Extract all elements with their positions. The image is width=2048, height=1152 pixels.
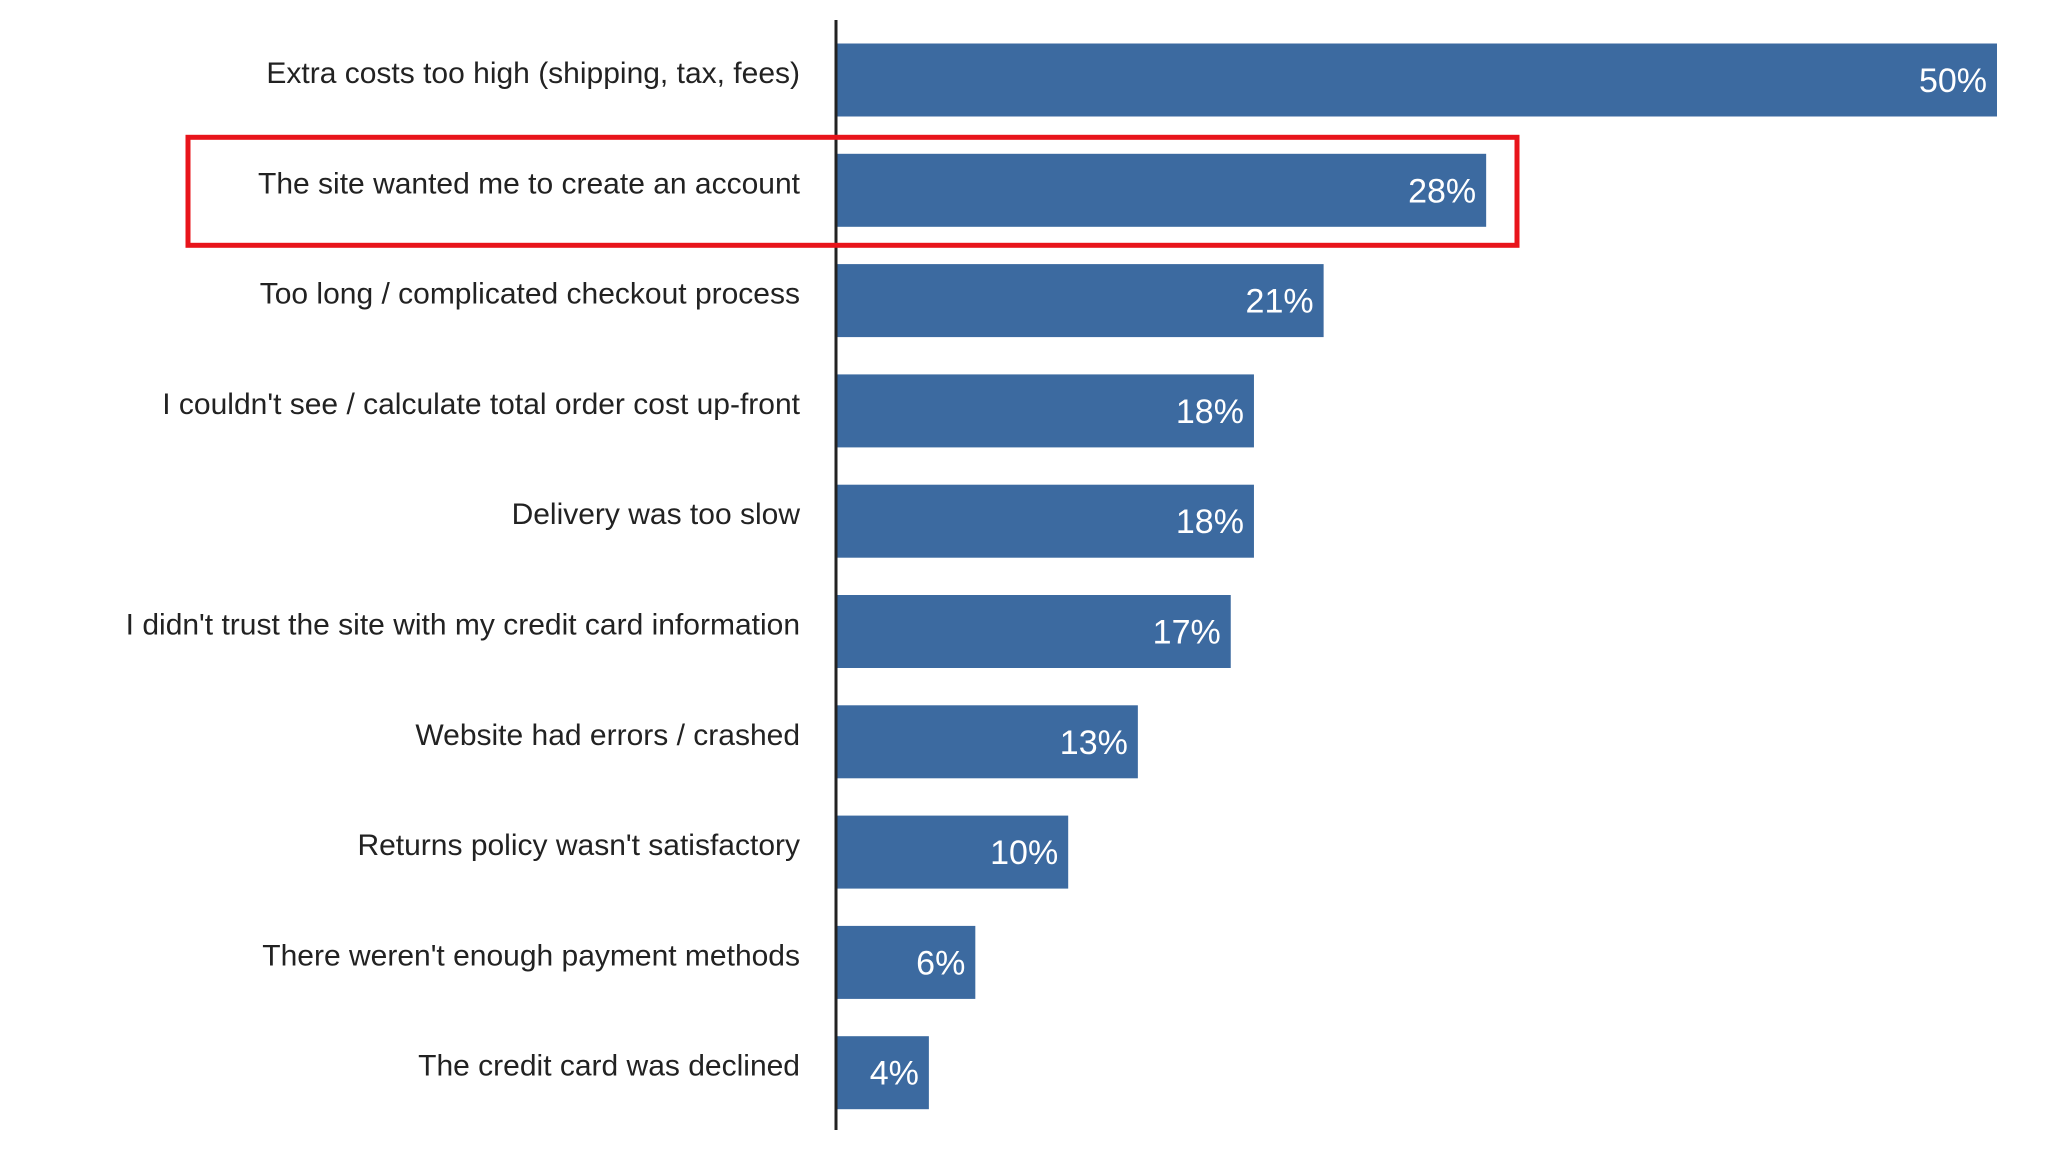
category-labels-layer: Extra costs too high (shipping, tax, fee… [126,57,801,1083]
bars-layer: 50% 28% 21% 18% 18% 17% 13% 10% 6% 4% [836,43,1997,1110]
bar-7 [836,815,1069,889]
bar-value-label: 18% [1176,503,1244,541]
highlight-box [185,134,1520,248]
bar-value-label: 10% [990,834,1058,872]
category-label: Website had errors / crashed [415,719,800,752]
category-label: Too long / complicated checkout process [260,278,800,311]
category-label: Returns policy wasn't satisfactory [357,829,800,862]
bar-value-label: 21% [1246,283,1314,321]
bar-4 [836,484,1254,558]
bar-value-label: 4% [870,1055,919,1093]
bar-6 [836,705,1138,779]
bar-9 [836,1036,929,1110]
category-label: I couldn't see / calculate total order c… [162,388,800,421]
bar-value-label: 13% [1060,724,1128,762]
bar-5 [836,595,1231,668]
bar-value-label: 28% [1408,172,1476,210]
category-label: There weren't enough payment methods [262,939,800,972]
bar-1 [836,153,1487,227]
bar-0 [836,43,1997,117]
category-label: Delivery was too slow [512,498,801,531]
category-label: The credit card was declined [418,1050,800,1083]
bar-value-label: 17% [1153,614,1221,652]
category-label: I didn't trust the site with my credit c… [126,609,800,642]
bar-8 [836,925,976,999]
category-label: Extra costs too high (shipping, tax, fee… [266,57,800,90]
bar-value-label: 18% [1176,393,1244,431]
bar-value-label: 6% [916,944,965,982]
category-label: The site wanted me to create an account [258,167,801,200]
bar-2 [836,264,1324,338]
bar-3 [836,374,1254,448]
bar-value-label: 50% [1919,62,1987,100]
